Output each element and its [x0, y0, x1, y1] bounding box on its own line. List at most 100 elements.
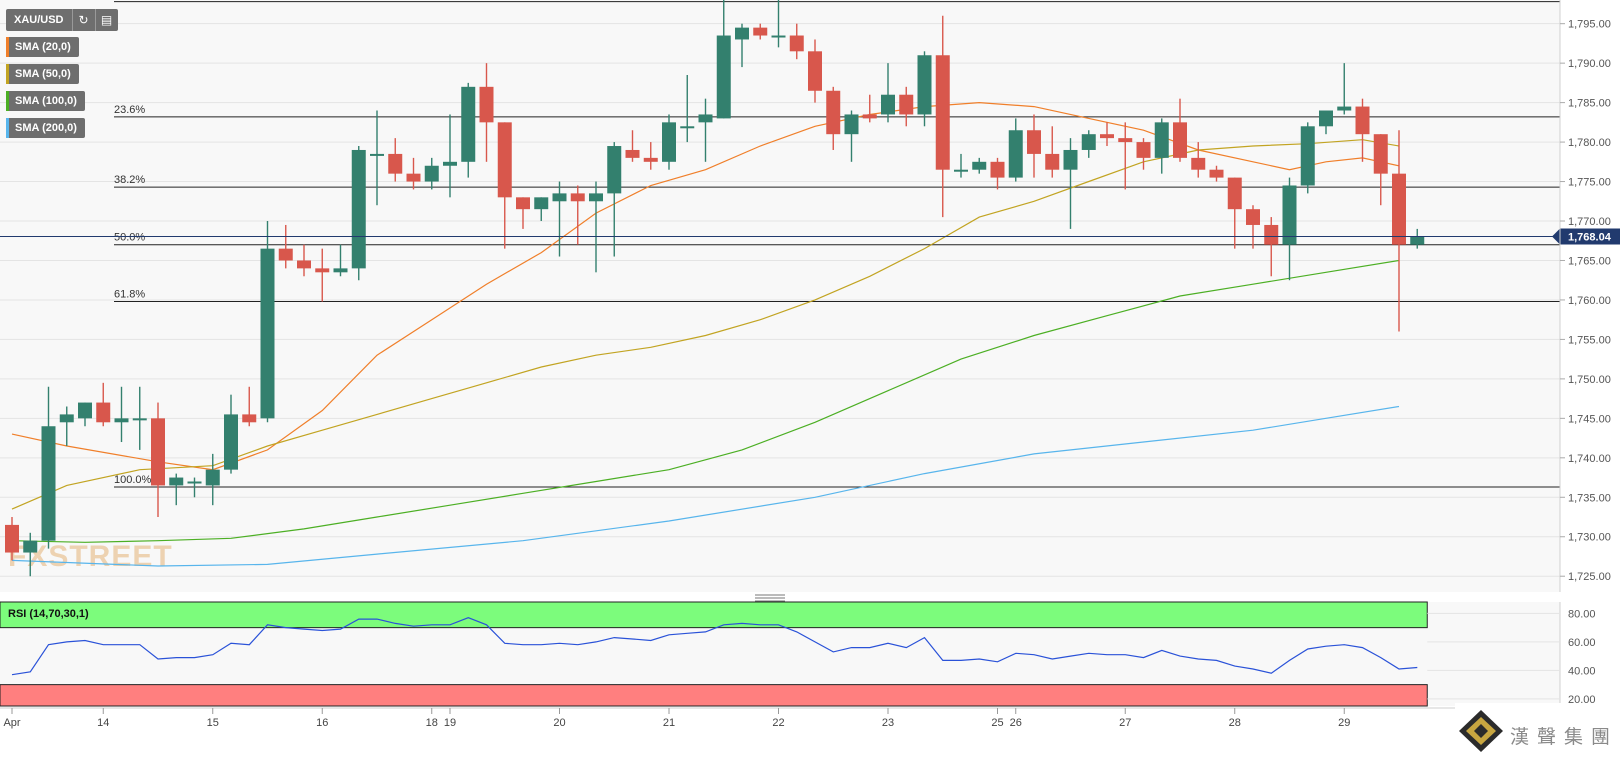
candle-body	[242, 414, 257, 423]
candle-body	[1246, 209, 1260, 225]
indicator-color-swatch	[6, 91, 9, 111]
candle	[1008, 118, 1023, 182]
y-tick-label: 1,735.00	[1568, 492, 1611, 504]
candle	[552, 181, 567, 257]
candle	[424, 157, 439, 190]
candle-body	[187, 481, 202, 484]
candle-body	[461, 86, 476, 162]
candle	[151, 402, 165, 518]
rsi-indicator-label[interactable]: RSI (14,70,30,1)	[8, 608, 89, 620]
x-tick-label: 14	[97, 717, 109, 729]
candle-body	[935, 55, 950, 170]
rsi-tick-label: 20.00	[1568, 694, 1596, 706]
candle	[59, 406, 74, 446]
bar-chart-icon[interactable]: ▤	[94, 9, 118, 31]
candle-body	[351, 149, 366, 269]
candle-body	[96, 402, 111, 423]
candle-body	[881, 94, 895, 115]
candle-body	[643, 157, 658, 162]
indicator-sma-20[interactable]: SMA (20,0)	[6, 37, 79, 57]
indicator-sma-100[interactable]: SMA (100,0)	[6, 91, 85, 111]
fibonacci-level-label: 61.8%	[114, 289, 145, 301]
candle-body	[424, 165, 439, 182]
candle	[1264, 217, 1279, 277]
candle-body	[625, 149, 640, 158]
candle-body	[1136, 142, 1151, 158]
candle	[826, 86, 841, 150]
candle-body	[662, 122, 676, 162]
candle-body	[1227, 177, 1242, 210]
candle-body	[41, 426, 56, 541]
rsi-tick-label: 40.00	[1568, 665, 1596, 677]
candle-body	[789, 35, 804, 52]
y-tick-label: 1,795.00	[1568, 19, 1611, 31]
candle	[1246, 205, 1260, 249]
candle	[808, 39, 822, 103]
x-tick-label: 23	[882, 717, 894, 729]
candle	[935, 15, 950, 218]
candle-body	[698, 114, 713, 123]
fibonacci-level-label: 50.0%	[114, 232, 145, 244]
candle	[187, 477, 202, 498]
fibonacci-level-label: 38.2%	[114, 174, 145, 186]
x-tick-label: 15	[207, 717, 219, 729]
fibonacci-level-label: 100.0%	[114, 474, 152, 486]
candle-body	[151, 418, 165, 486]
candle	[862, 94, 877, 123]
candle-body	[516, 197, 530, 210]
indicator-label: SMA (200,0)	[15, 122, 77, 134]
sma-line	[11, 259, 1400, 543]
candle	[1209, 165, 1224, 182]
x-tick-label: 28	[1229, 717, 1241, 729]
indicator-sma-50[interactable]: SMA (50,0)	[6, 64, 79, 84]
sma-line	[11, 139, 1400, 510]
indicator-color-swatch	[6, 118, 9, 138]
candle	[698, 98, 713, 162]
candle-body	[59, 414, 74, 423]
candle-body	[169, 477, 184, 486]
candle	[625, 130, 640, 162]
candle	[680, 74, 695, 143]
candle	[1282, 177, 1297, 281]
candle	[388, 138, 403, 182]
y-tick-label: 1,730.00	[1568, 532, 1611, 544]
last-price-label: 1,768.04	[1568, 231, 1612, 243]
candle-body	[1209, 169, 1224, 178]
candle-body	[534, 197, 549, 210]
candle-body	[260, 248, 275, 419]
candle-body	[1118, 138, 1133, 143]
candle	[351, 146, 366, 281]
candle-body	[1027, 130, 1041, 154]
sma-line	[11, 101, 1400, 471]
candle-body	[589, 193, 603, 202]
candle-body	[1337, 106, 1352, 111]
x-tick-label: 25	[991, 717, 1003, 729]
candle	[735, 23, 749, 68]
candle-body	[1191, 157, 1206, 170]
refresh-icon[interactable]: ↻	[71, 9, 95, 31]
indicator-label: SMA (20,0)	[15, 41, 71, 53]
candle-body	[1373, 134, 1388, 174]
candle-body	[205, 469, 220, 486]
x-tick-label: 21	[663, 717, 675, 729]
candle	[753, 23, 768, 40]
candle-body	[826, 90, 841, 135]
candle-body	[771, 35, 786, 38]
symbol-selector[interactable]: XAU/USD ↻ ▤	[6, 9, 118, 31]
candle	[1355, 98, 1370, 162]
candle	[96, 382, 111, 427]
y-tick-label: 1,740.00	[1568, 453, 1611, 465]
y-tick-label: 1,725.00	[1568, 571, 1611, 583]
y-tick-label: 1,750.00	[1568, 374, 1611, 386]
candle-body	[224, 414, 238, 470]
candle	[242, 386, 257, 427]
x-tick-label: 26	[1010, 717, 1022, 729]
indicator-sma-200[interactable]: SMA (200,0)	[6, 118, 85, 138]
candle	[260, 221, 275, 423]
candle-body	[1410, 236, 1425, 245]
candle-body	[753, 27, 768, 36]
x-tick-label: 20	[553, 717, 565, 729]
candle	[1373, 134, 1388, 206]
y-tick-label: 1,760.00	[1568, 295, 1611, 307]
